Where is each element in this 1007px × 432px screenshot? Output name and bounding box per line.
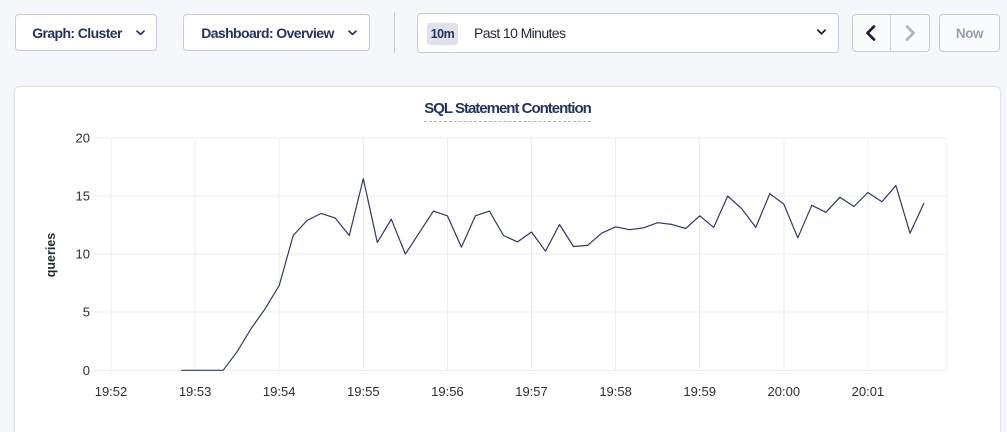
svg-text:queries: queries	[44, 233, 58, 278]
svg-text:19:58: 19:58	[599, 384, 632, 399]
svg-text:19:53: 19:53	[179, 384, 212, 399]
svg-text:20:01: 20:01	[852, 384, 885, 399]
svg-text:19:56: 19:56	[431, 384, 464, 399]
svg-text:20:00: 20:00	[768, 384, 801, 399]
svg-text:20: 20	[76, 131, 90, 146]
svg-text:19:54: 19:54	[263, 384, 296, 399]
svg-text:10: 10	[76, 247, 90, 262]
svg-text:0: 0	[83, 363, 90, 378]
svg-text:19:55: 19:55	[347, 384, 380, 399]
svg-text:15: 15	[76, 189, 90, 204]
svg-text:19:57: 19:57	[515, 384, 548, 399]
svg-text:19:52: 19:52	[95, 384, 128, 399]
svg-text:19:59: 19:59	[683, 384, 716, 399]
svg-text:5: 5	[83, 305, 90, 320]
